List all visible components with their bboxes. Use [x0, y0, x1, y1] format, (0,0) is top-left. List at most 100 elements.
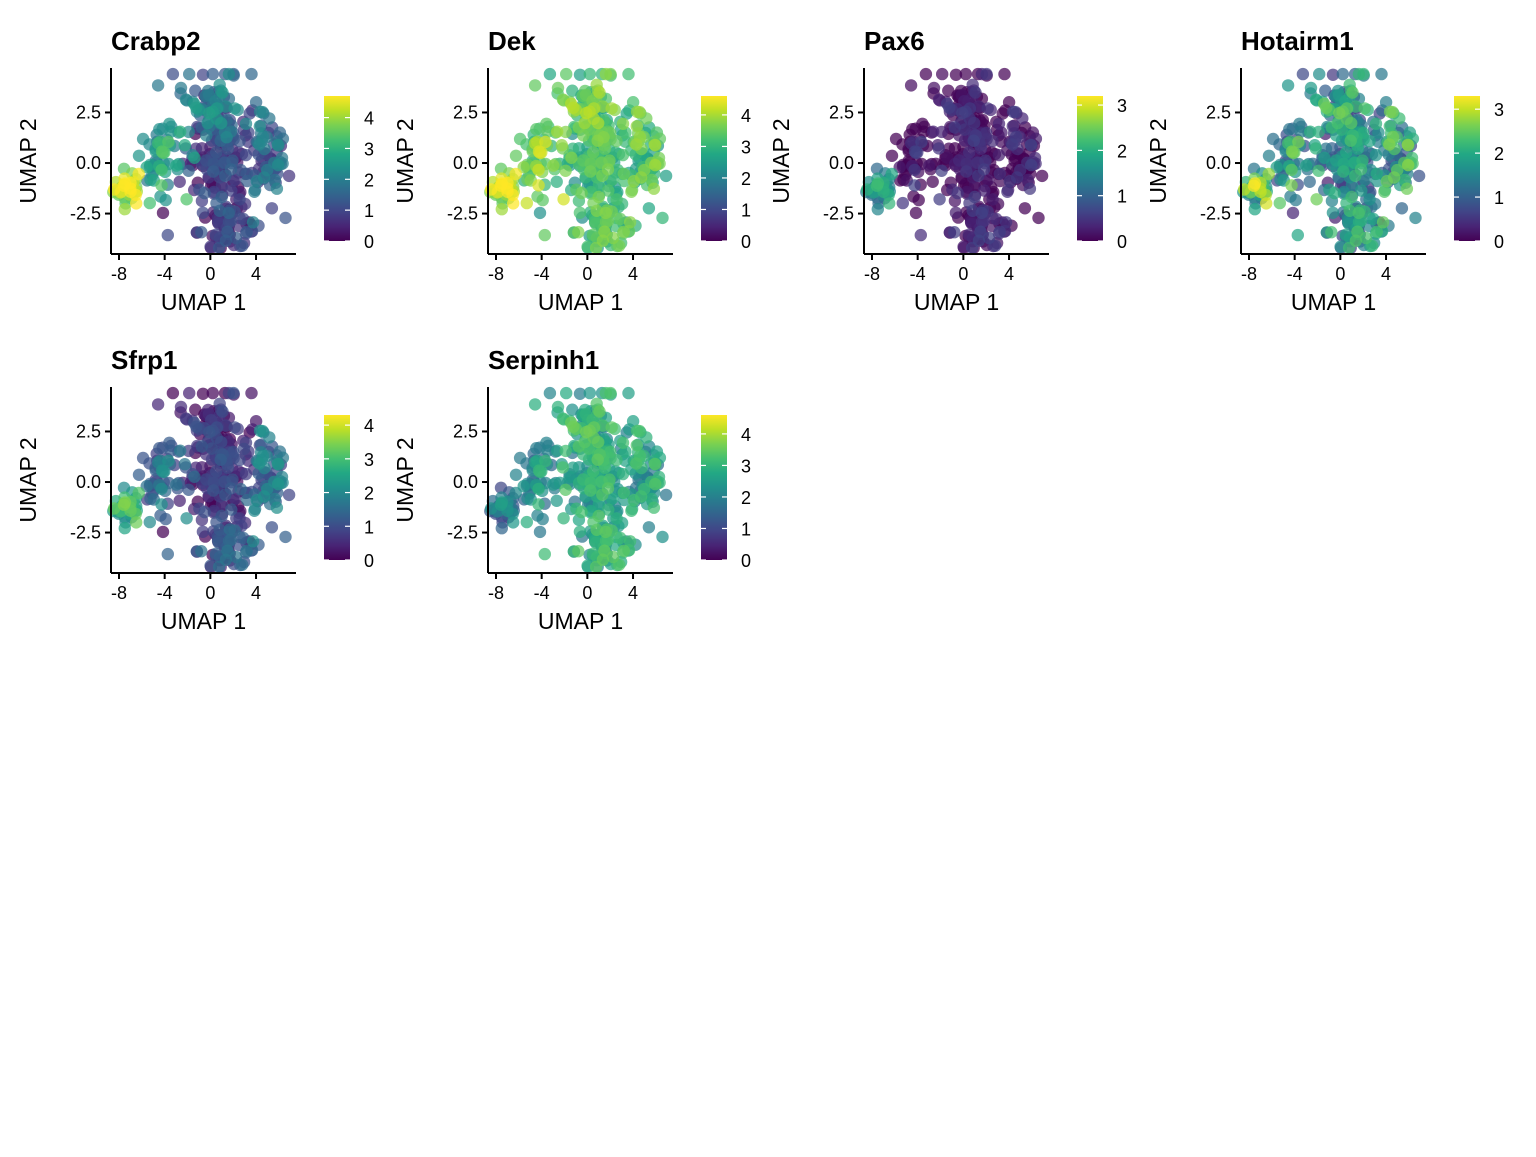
data-point	[623, 216, 637, 229]
data-point	[180, 193, 193, 206]
data-point	[591, 134, 604, 147]
data-point	[1032, 211, 1045, 225]
data-point	[164, 444, 177, 457]
colorbar-label: 3	[1117, 96, 1127, 116]
x-tick-label: 4	[628, 264, 638, 284]
data-point	[649, 158, 662, 172]
data-point	[195, 440, 208, 453]
data-point	[559, 483, 572, 496]
y-tick-label: -2.5	[447, 523, 478, 543]
data-point	[604, 445, 617, 459]
data-point	[625, 185, 638, 198]
x-tick-label: -8	[1241, 264, 1257, 284]
data-point	[200, 129, 213, 142]
data-point	[605, 421, 618, 434]
data-point	[188, 151, 201, 164]
data-point	[630, 439, 643, 452]
y-tick-label: 0.0	[76, 472, 101, 492]
data-point	[228, 102, 241, 115]
data-point	[592, 509, 605, 523]
panel-title: Sfrp1	[111, 345, 177, 375]
data-point	[1262, 167, 1275, 181]
data-point	[1006, 120, 1019, 133]
data-point	[210, 146, 223, 159]
x-tick-label: -8	[488, 583, 504, 603]
data-point	[507, 516, 520, 529]
data-point	[190, 420, 203, 433]
data-point	[1328, 186, 1341, 200]
data-point	[1283, 123, 1296, 136]
data-point	[216, 86, 229, 99]
colorbar-label: 1	[364, 201, 374, 221]
colorbar-label: 0	[741, 232, 751, 252]
data-point	[1333, 106, 1346, 120]
data-point	[1395, 202, 1409, 215]
colorbar	[1077, 96, 1103, 241]
data-point	[649, 477, 662, 491]
data-point	[967, 134, 980, 147]
feature-panel-pax6: Pax6 -8 -4 0 4 -2.5 0.0 2.5 UMAP 1 UMAP 2 0 1 2 3	[768, 26, 1127, 315]
data-point	[271, 457, 285, 471]
x-axis-title: UMAP 1	[161, 608, 246, 634]
data-point	[1358, 102, 1371, 115]
data-point	[271, 138, 285, 152]
data-point	[1303, 175, 1316, 188]
data-point	[599, 206, 612, 220]
data-point	[948, 226, 961, 239]
x-tick-label: 0	[958, 264, 968, 284]
data-point	[240, 174, 254, 188]
data-point	[567, 101, 580, 114]
data-point	[117, 498, 131, 511]
data-point	[117, 179, 131, 192]
data-point	[933, 193, 946, 206]
panel-title: Serpinh1	[488, 345, 599, 375]
data-point	[239, 467, 253, 481]
data-point	[151, 398, 165, 411]
y-axis-title: UMAP 2	[392, 118, 418, 203]
data-point	[530, 442, 543, 455]
points	[107, 386, 296, 574]
data-point	[949, 206, 963, 219]
data-point	[256, 424, 269, 438]
data-point	[532, 498, 545, 511]
data-point	[248, 504, 261, 517]
points	[1237, 67, 1426, 255]
data-point	[198, 186, 211, 200]
colorbar-label: 0	[1117, 232, 1127, 252]
data-point	[225, 503, 238, 516]
data-point	[943, 101, 956, 114]
data-point	[992, 117, 1006, 130]
data-point	[143, 196, 156, 210]
data-point	[1376, 216, 1390, 229]
data-point	[551, 400, 565, 414]
data-point	[256, 105, 269, 119]
data-point	[162, 454, 175, 468]
x-axis-title: UMAP 1	[161, 289, 246, 315]
data-point	[883, 197, 896, 210]
x-tick-label: 0	[582, 583, 592, 603]
data-point	[584, 484, 597, 497]
x-axis-title: UMAP 1	[538, 608, 623, 634]
data-point	[272, 477, 285, 491]
colorbar-label: 1	[741, 200, 751, 220]
data-point	[908, 179, 921, 192]
data-point	[528, 79, 542, 92]
x-tick-label: -8	[111, 583, 127, 603]
data-point	[1296, 67, 1310, 81]
data-point	[153, 123, 166, 136]
data-point	[555, 139, 568, 152]
data-point	[240, 493, 254, 507]
data-point	[885, 149, 899, 162]
colorbar-label: 0	[1494, 232, 1504, 252]
data-point	[596, 553, 610, 566]
data-point	[1401, 138, 1415, 152]
data-point	[1273, 196, 1287, 210]
data-point	[1310, 193, 1323, 206]
data-point	[154, 190, 167, 203]
data-point	[1379, 96, 1393, 109]
data-point	[227, 386, 240, 400]
data-point	[634, 490, 648, 503]
y-tick-label: -2.5	[447, 204, 478, 224]
data-point	[136, 451, 150, 465]
data-point	[118, 522, 131, 535]
